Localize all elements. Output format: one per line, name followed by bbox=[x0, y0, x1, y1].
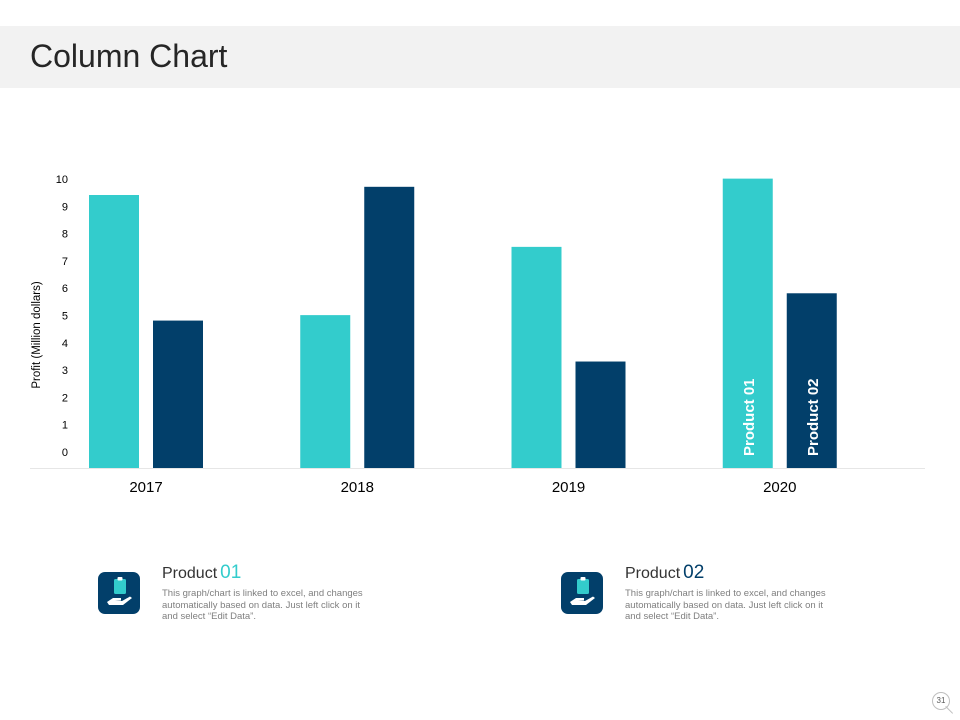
bar-product-01-2018 bbox=[300, 315, 351, 468]
bar-product-02-2020 bbox=[786, 293, 837, 468]
y-tick-label: 10 bbox=[56, 174, 68, 186]
y-tick-label: 1 bbox=[62, 420, 68, 432]
legend-description: This graph/chart is linked to excel, and… bbox=[625, 588, 826, 622]
y-tick-label: 0 bbox=[62, 447, 68, 459]
series-label: Product 01 bbox=[741, 378, 758, 456]
legend-title: Product 01 bbox=[162, 562, 242, 583]
y-tick-label: 3 bbox=[62, 365, 68, 377]
y-tick-label: 4 bbox=[62, 338, 68, 350]
column-chart: 0 1 2 3 4 5 6 7 8 9 10 Profit (Million dollars) 2017… bbox=[30, 174, 925, 496]
y-tick-label: 9 bbox=[62, 201, 68, 213]
series-label: Product 02 bbox=[805, 378, 822, 456]
legend-number: 01 bbox=[220, 562, 242, 583]
y-axis-label: Profit (Million dollars) bbox=[31, 281, 43, 389]
x-tick-label: 2018 bbox=[341, 479, 374, 496]
title-bar: Column Chart bbox=[0, 26, 960, 88]
x-tick-label: 2020 bbox=[763, 479, 796, 496]
y-tick-label: 2 bbox=[62, 392, 68, 404]
bar-product-01-2019 bbox=[511, 246, 562, 468]
page-number: 31 bbox=[932, 692, 950, 710]
legend-title: Product 02 bbox=[625, 562, 705, 583]
legend-number: 02 bbox=[683, 562, 705, 583]
x-tick-label: 2017 bbox=[129, 479, 162, 496]
bar-product-01-2017 bbox=[89, 195, 139, 468]
legend-description: This graph/chart is linked to excel, and… bbox=[162, 588, 363, 622]
y-tick-label: 7 bbox=[62, 256, 68, 268]
y-tick-label: 5 bbox=[62, 311, 68, 323]
bar-product-02-2019 bbox=[575, 361, 626, 468]
bar-product-01-2020 bbox=[722, 178, 773, 468]
hand-holding-clipboard-icon bbox=[98, 572, 140, 614]
y-tick-label: 6 bbox=[62, 283, 68, 295]
page-number-decoration bbox=[945, 706, 954, 714]
bar-product-02-2017 bbox=[153, 320, 203, 468]
bar-product-02-2018 bbox=[364, 186, 415, 468]
y-tick-label: 8 bbox=[62, 229, 68, 241]
page-title: Column Chart bbox=[30, 38, 228, 74]
x-tick-label: 2019 bbox=[552, 479, 585, 496]
hand-holding-clipboard-icon bbox=[561, 572, 603, 614]
